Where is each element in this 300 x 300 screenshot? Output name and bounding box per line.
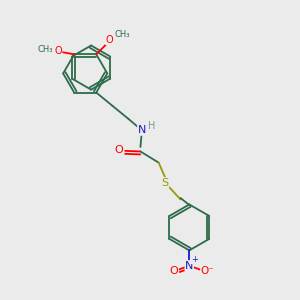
Text: CH₃: CH₃ (114, 30, 130, 39)
Text: O: O (106, 34, 113, 45)
Text: +: + (191, 255, 198, 264)
Text: N: N (138, 125, 146, 135)
Text: CH₃: CH₃ (38, 44, 53, 53)
Text: N: N (185, 261, 194, 271)
Text: S: S (162, 178, 169, 188)
Text: H: H (148, 121, 155, 131)
Text: O: O (54, 46, 62, 56)
Text: O: O (115, 145, 124, 155)
Text: O⁻: O⁻ (201, 266, 214, 276)
Text: O: O (169, 266, 178, 276)
